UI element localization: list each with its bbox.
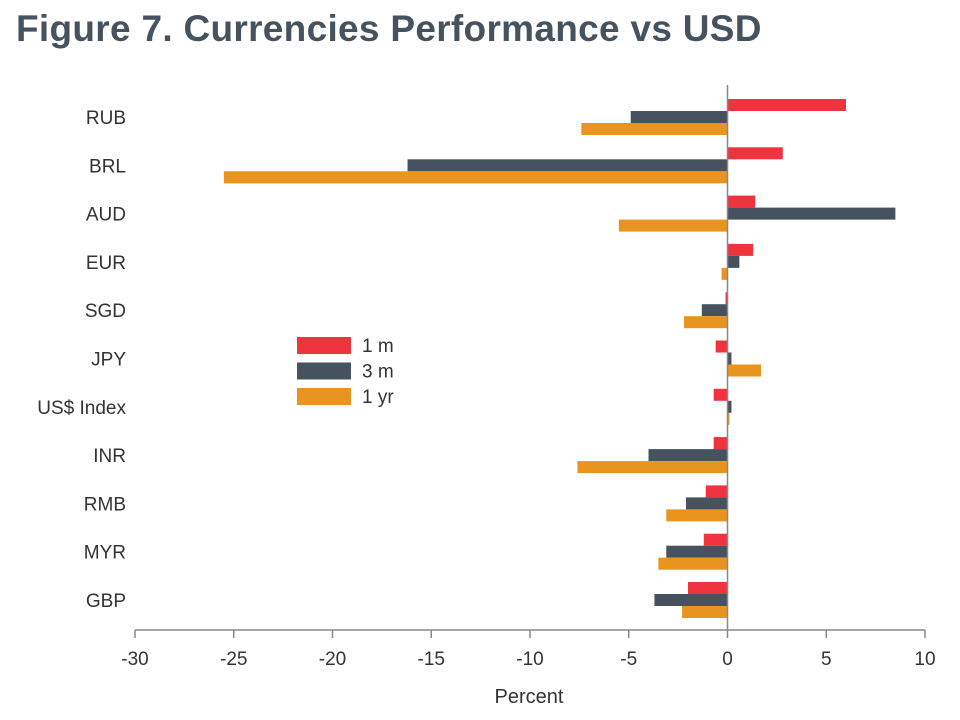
legend-label: 1 yr [362,387,394,408]
bar-1yr-RMB [666,509,728,522]
bar-1m-SGD [725,292,728,305]
bar-1m-EUR [727,243,754,256]
bar-1yr-EUR [721,267,728,280]
category-label: AUD [86,205,126,226]
x-tick-label: -25 [220,649,247,670]
x-tick-label: 0 [722,649,733,670]
bar-1yr-BRL [223,171,728,184]
bar-3m-RMB [686,497,728,510]
bar-1yr-MYR [658,557,728,570]
x-axis-label: Percent [495,686,564,708]
bar-1m-USIndex [713,388,728,401]
x-tick-label: 5 [821,649,832,670]
bar-3m-USIndex [727,400,732,413]
bar-3m-AUD [727,207,896,220]
category-label: INR [93,446,126,467]
bar-1m-BRL [727,147,783,160]
bar-3m-SGD [701,304,728,317]
bar-3m-BRL [407,159,728,172]
legend-label: 3 m [362,362,394,383]
bar-3m-JPY [727,352,732,365]
category-label: JPY [91,350,126,371]
category-label: US$ Index [37,398,126,419]
legend-label: 1 m [362,336,394,357]
bar-1m-INR [713,437,728,450]
category-label: SGD [85,301,126,322]
bar-3m-MYR [666,545,728,558]
bar-3m-GBP [654,594,728,606]
x-tick-label: -30 [121,649,148,670]
bar-1yr-INR [577,461,728,474]
bar-1yr-GBP [682,606,728,618]
legend-swatch-1m [297,337,351,354]
category-label: MYR [84,543,126,564]
category-label: GBP [86,591,126,612]
bar-1yr-SGD [684,316,728,329]
category-label: EUR [86,253,126,274]
bar-1m-AUD [727,195,756,208]
x-tick-label: -20 [319,649,346,670]
x-tick-label: -10 [516,649,543,670]
x-tick-label: 10 [914,649,935,670]
category-label: BRL [89,156,126,177]
chart-title: Figure 7. Currencies Performance vs USD [16,8,762,49]
bar-1yr-USIndex [727,412,730,425]
bar-3m-EUR [727,255,740,268]
category-label: RMB [84,494,126,515]
x-tick-label: -5 [620,649,637,670]
bar-1m-MYR [703,533,728,546]
x-tick-label: -15 [418,649,445,670]
bar-3m-INR [648,449,728,462]
bar-1m-RMB [705,485,728,498]
bar-1yr-RUB [581,123,728,135]
bar-1yr-JPY [727,364,762,377]
legend-swatch-3m [297,362,351,380]
bar-1m-RUB [727,99,846,111]
bar-1yr-AUD [618,219,728,232]
bar-3m-RUB [630,111,728,123]
bar-1m-GBP [688,582,728,594]
bar-1m-JPY [715,340,728,353]
category-label: RUB [86,108,126,129]
legend-swatch-1yr [297,388,351,405]
